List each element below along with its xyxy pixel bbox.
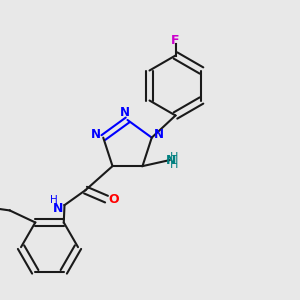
Text: N: N xyxy=(53,202,64,214)
Text: F: F xyxy=(171,34,180,47)
Text: H: H xyxy=(170,160,178,170)
Text: N: N xyxy=(91,128,101,141)
Text: N: N xyxy=(166,154,176,166)
Text: N: N xyxy=(119,106,130,119)
Text: N: N xyxy=(154,128,164,141)
Text: O: O xyxy=(109,193,119,206)
Text: H: H xyxy=(50,195,58,205)
Text: H: H xyxy=(170,152,178,162)
